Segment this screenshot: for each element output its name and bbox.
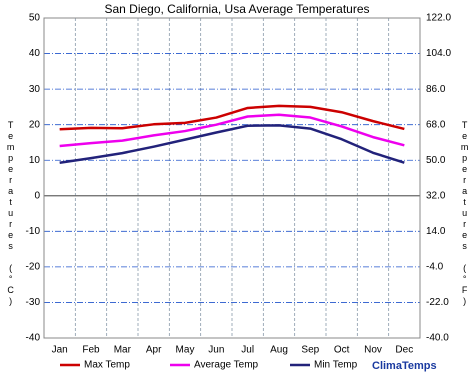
y2-tick-label: 32.0 <box>426 190 446 201</box>
watermark: ClimaTemps <box>372 360 437 372</box>
y-tick-label: 10 <box>29 155 41 166</box>
x-tick-label: Mar <box>114 345 132 356</box>
x-tick-label: Sep <box>301 345 319 356</box>
legend-label: Min Temp <box>314 360 358 371</box>
x-tick-label: Jun <box>208 345 224 356</box>
x-tick-label: Jul <box>241 345 254 356</box>
x-tick-label: Feb <box>82 345 100 356</box>
y-tick-label: 30 <box>29 84 41 95</box>
y2-tick-label: -4.0 <box>426 262 444 273</box>
chart-title: San Diego, California, Usa Average Tempe… <box>104 2 369 16</box>
y-axis-label: Temperatures (°C) <box>6 120 16 307</box>
y-tick-label: 50 <box>29 13 41 24</box>
x-tick-label: Apr <box>146 345 162 356</box>
y-tick-label: -30 <box>26 297 41 308</box>
x-tick-label: Nov <box>364 345 382 356</box>
y2-tick-label: -40.0 <box>426 333 449 344</box>
plot-border <box>43 17 421 339</box>
line-series <box>59 104 405 131</box>
y-tick-label: -10 <box>26 226 41 237</box>
y2-tick-label: 68.0 <box>426 119 446 130</box>
y2-tick-label: -22.0 <box>426 297 449 308</box>
y-tick-label: 0 <box>34 190 40 201</box>
x-tick-label: May <box>176 345 195 356</box>
y-tick-label: -20 <box>26 262 41 273</box>
y2-axis-label: Temperatures (°F) <box>460 120 470 307</box>
y2-tick-label: 86.0 <box>426 84 446 95</box>
y2-tick-label: 14.0 <box>426 226 446 237</box>
y2-tick-label: 104.0 <box>426 48 451 59</box>
line-series <box>59 113 405 148</box>
y-tick-label: 20 <box>29 119 41 130</box>
y-tick-label: -40 <box>26 333 41 344</box>
y2-tick-label: 50.0 <box>426 155 446 166</box>
legend-label: Max Temp <box>84 360 130 371</box>
x-tick-label: Oct <box>334 345 350 356</box>
legend-label: Average Temp <box>194 360 259 371</box>
line-series <box>59 124 405 164</box>
x-tick-label: Dec <box>395 345 413 356</box>
y-tick-label: 40 <box>29 48 41 59</box>
x-tick-label: Jan <box>52 345 68 356</box>
x-tick-label: Aug <box>270 345 288 356</box>
y2-tick-label: 122.0 <box>426 13 451 24</box>
